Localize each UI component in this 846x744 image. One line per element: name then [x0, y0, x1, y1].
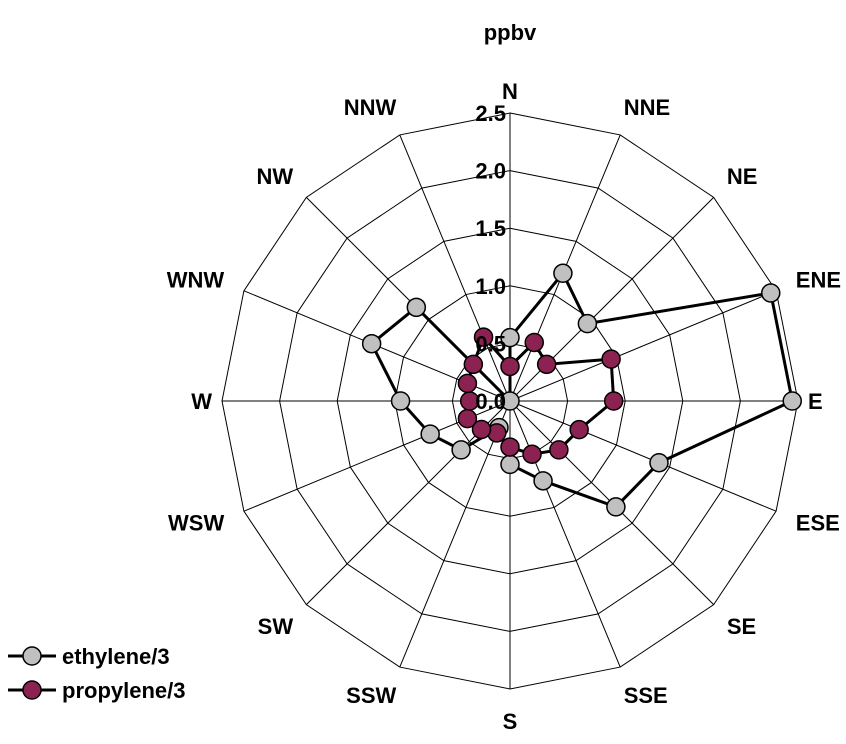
data-point: [451, 440, 471, 460]
direction-label-e: E: [808, 389, 823, 414]
data-point: [390, 391, 411, 411]
legend: ethylene/3 propylene/3: [8, 644, 185, 703]
data-point: [549, 440, 569, 460]
data-point: [577, 313, 598, 334]
direction-label-ene: ENE: [796, 267, 841, 292]
tick-label: 2.5: [475, 101, 506, 126]
direction-label-w: W: [191, 389, 212, 414]
direction-label-ssw: SSW: [346, 683, 396, 708]
data-point: [601, 349, 621, 369]
unit-label: ppbv: [484, 20, 537, 45]
data-point: [473, 327, 494, 347]
grid-spoke: [399, 400, 511, 668]
series-line: [369, 270, 794, 509]
data-point: [500, 327, 520, 348]
direction-label-sse: SSE: [624, 683, 668, 708]
data-point: [500, 391, 520, 411]
direction-label-s: S: [503, 709, 518, 734]
tick-labels: 0.0 0.5 1.0 1.5 2.0 2.5: [475, 101, 506, 414]
direction-label-wnw: WNW: [167, 267, 225, 292]
data-point: [569, 419, 589, 440]
direction-label-nw: NW: [256, 164, 293, 189]
direction-label-wsw: WSW: [168, 511, 224, 536]
direction-label-nnw: NNW: [344, 95, 397, 120]
tick-label: 1.5: [475, 216, 506, 241]
data-point: [761, 283, 781, 303]
data-point: [606, 497, 626, 517]
data-point: [500, 356, 520, 377]
data-point: [420, 424, 440, 444]
legend-label: propylene/3: [62, 678, 185, 703]
direction-label-ne: NE: [727, 164, 758, 189]
series-layer: [361, 263, 802, 517]
tick-label: 0.5: [475, 331, 506, 356]
legend-marker: [22, 646, 42, 666]
tick-label: 2.0: [475, 159, 506, 184]
direction-label-nne: NNE: [624, 95, 670, 120]
data-point: [782, 391, 802, 411]
data-point: [603, 391, 624, 411]
grid-spoke: [509, 400, 777, 512]
grid-spoke: [509, 400, 621, 668]
direction-labels: N NNE NE ENE E ESE SE SSE S SSW SW WSW W WNW NW NNW: [167, 79, 841, 734]
grid-spoke: [399, 134, 511, 402]
data-point: [522, 444, 542, 464]
series-propylene: [457, 327, 624, 464]
data-point: [457, 373, 478, 394]
tick-label: 1.0: [475, 274, 506, 299]
legend-item: ethylene/3: [8, 644, 170, 669]
legend-marker: [22, 680, 42, 700]
data-point: [533, 471, 553, 491]
data-point: [553, 263, 573, 284]
data-point: [500, 454, 520, 475]
grid-spoke: [509, 290, 777, 402]
tick-label: 0.0: [475, 389, 506, 414]
direction-label-se: SE: [727, 614, 756, 639]
legend-label: ethylene/3: [62, 644, 170, 669]
data-point: [649, 452, 669, 473]
direction-label-n: N: [502, 79, 518, 104]
data-point: [536, 354, 557, 375]
data-point: [471, 419, 492, 440]
data-point: [500, 437, 520, 457]
direction-label-ese: ESE: [796, 511, 840, 536]
data-point: [361, 333, 382, 354]
direction-label-sw: SW: [258, 614, 294, 639]
data-point: [457, 408, 478, 429]
legend-item: propylene/3: [8, 678, 185, 703]
data-point: [524, 332, 544, 353]
data-point: [463, 354, 484, 375]
data-point: [406, 297, 427, 318]
series-ethylene: [361, 263, 802, 517]
